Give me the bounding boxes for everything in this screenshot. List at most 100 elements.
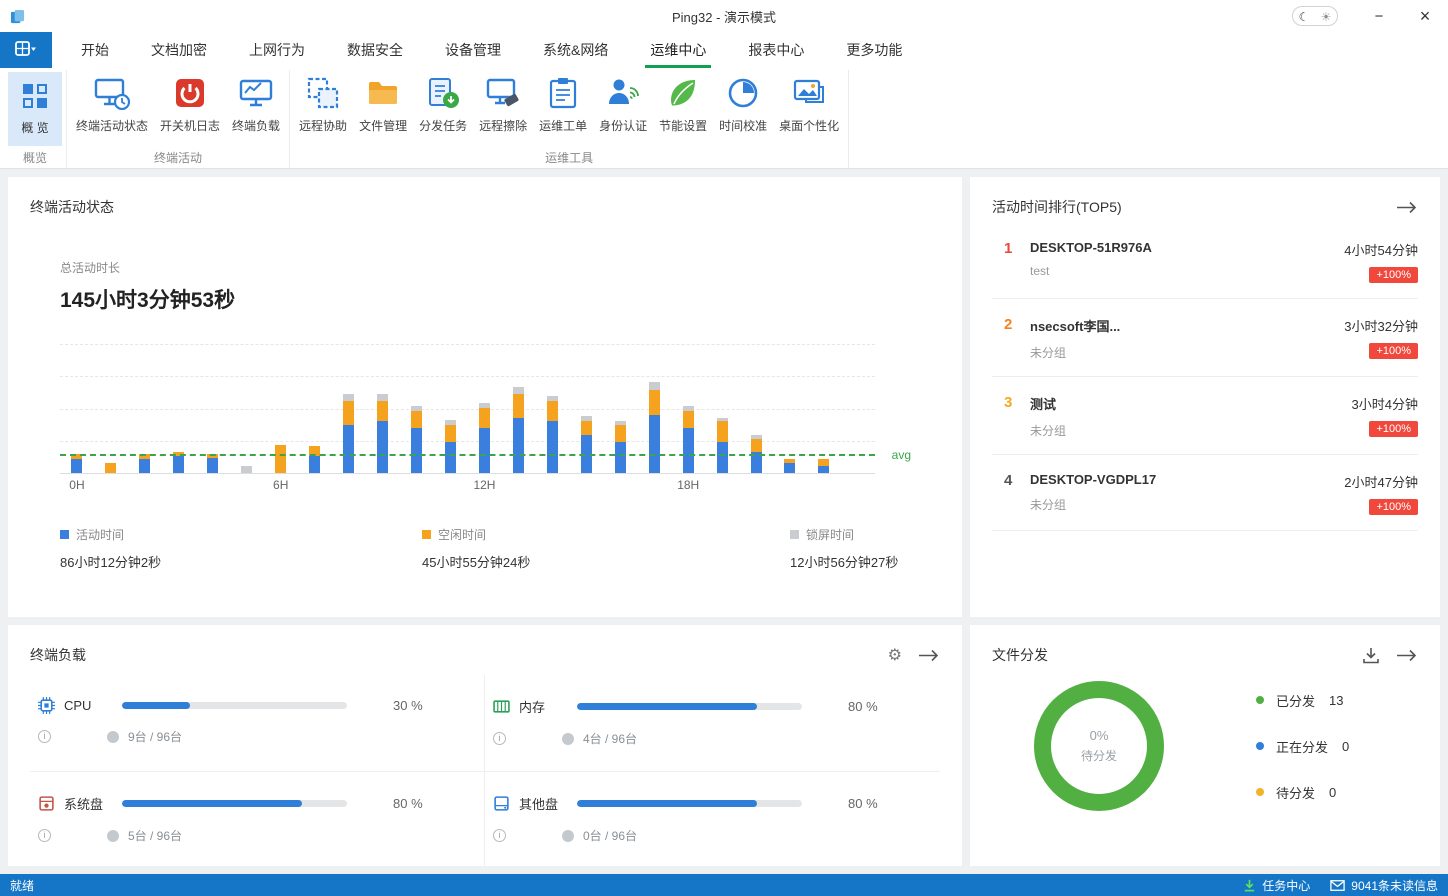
legend-idle: 空闲时间 45小时55分钟24秒: [422, 526, 790, 571]
activity-stacked-bar-chart: avg: [60, 344, 875, 474]
legend-active: 活动时间 86小时12分钟2秒: [60, 526, 422, 571]
remote-assist-button[interactable]: 远程协助: [293, 70, 353, 134]
donut-label: 待分发: [1081, 747, 1117, 764]
energy-saving-button[interactable]: 节能设置: [653, 70, 713, 134]
terminal-name: nsecsoft李国...: [1030, 319, 1120, 334]
change-badge: +100%: [1369, 499, 1418, 515]
rank-number: 2: [1004, 316, 1030, 333]
theme-toggle[interactable]: [1292, 6, 1338, 26]
load-more-arrow-icon[interactable]: [918, 649, 940, 662]
group-label-overview: 概览: [7, 148, 63, 168]
sun-icon[interactable]: [1321, 9, 1332, 24]
ribbon-tabs: 开始 文档加密 上网行为 数据安全 设备管理 系统&网络 运维中心 报表中心 更…: [60, 32, 923, 68]
rank-number: 1: [1004, 240, 1030, 257]
total-activity-value: 145小时3分钟53秒: [60, 284, 962, 314]
settings-gear-icon[interactable]: ⚙: [888, 645, 902, 665]
distribution-body: 0% 待分发 已分发 13 正在分发 0 待分发 0: [970, 671, 1440, 811]
ranking-item[interactable]: 4 DESKTOP-VGDPL17未分组 2小时47分钟+100%: [992, 455, 1418, 531]
work-order-button[interactable]: 运维工单: [533, 70, 593, 134]
legend-lock-swatch: [790, 530, 799, 539]
terminal-group: 未分组: [1030, 496, 1344, 513]
system-disk-percent: 80 %: [393, 796, 423, 811]
load-metric-memory: 内存 80 % 4台 / 96台: [485, 675, 940, 771]
folder-icon: [366, 76, 400, 110]
identity-auth-button[interactable]: 身份认证: [593, 70, 653, 134]
ranking-panel-title: 活动时间排行(TOP5): [992, 197, 1380, 217]
power-log-button[interactable]: 开关机日志: [154, 70, 226, 134]
tab-ops-center[interactable]: 运维中心: [629, 32, 727, 68]
info-icon[interactable]: [493, 829, 506, 842]
download-icon[interactable]: [1362, 647, 1380, 664]
device-count-icon: [107, 830, 119, 842]
change-badge: +100%: [1369, 421, 1418, 437]
cpu-percent: 30 %: [393, 698, 423, 713]
distribute-task-button[interactable]: 分发任务: [413, 70, 473, 134]
ribbon-group-ops-tools: 远程协助 文件管理 分发任务 远程擦除 运维工单 身份认证: [290, 70, 849, 168]
activity-time: 3小时4分钟: [1352, 397, 1418, 412]
distribution-legend: 已分发 13 正在分发 0 待分发 0: [1256, 691, 1349, 802]
tab-data-security[interactable]: 数据安全: [326, 32, 424, 68]
tab-start[interactable]: 开始: [60, 32, 130, 68]
ranking-item[interactable]: 3 测试未分组 3小时4分钟+100%: [992, 377, 1418, 455]
ranking-item[interactable]: 1 DESKTOP-51R976Atest 4小时54分钟+100%: [992, 223, 1418, 299]
distributing-dot-icon: [1256, 742, 1264, 750]
moon-icon[interactable]: [1299, 9, 1310, 24]
close-button[interactable]: [1402, 0, 1448, 32]
app-menu-button[interactable]: [0, 32, 52, 68]
clock-pie-icon: [726, 76, 760, 110]
app-logo-icon: [10, 9, 25, 24]
ranking-more-arrow-icon[interactable]: [1396, 201, 1418, 214]
device-count-icon: [107, 731, 119, 743]
tab-system-network[interactable]: 系统&网络: [522, 32, 629, 68]
leaf-icon: [666, 76, 700, 110]
unread-messages[interactable]: 9041条未读信息: [1330, 877, 1438, 894]
remote-wipe-button[interactable]: 远程擦除: [473, 70, 533, 134]
distributed-count: 13: [1329, 693, 1343, 708]
ribbon-group-overview: 概 览 概览: [4, 70, 67, 168]
distribution-more-arrow-icon[interactable]: [1396, 649, 1418, 662]
power-icon: [173, 76, 207, 110]
window-title: Ping32 - 演示模式: [672, 7, 776, 26]
x-axis-ticks: 0H6H12H18H: [60, 474, 875, 492]
minimize-button[interactable]: [1356, 0, 1402, 32]
info-icon[interactable]: [38, 829, 51, 842]
activity-time: 3小时32分钟: [1344, 319, 1418, 334]
file-manager-button[interactable]: 文件管理: [353, 70, 413, 134]
info-icon[interactable]: [493, 732, 506, 745]
activity-time: 4小时54分钟: [1344, 243, 1418, 258]
time-calibration-button[interactable]: 时间校准: [713, 70, 773, 134]
info-icon[interactable]: [38, 730, 51, 743]
other-disk-icon: [493, 795, 511, 812]
group-label-ops-tools: 运维工具: [293, 148, 845, 168]
tab-more-features[interactable]: 更多功能: [825, 32, 923, 68]
load-metrics-grid: CPU 30 % 9台 / 96台 内存 80 %: [8, 671, 962, 866]
terminal-activity-status-button[interactable]: 终端活动状态: [70, 70, 154, 134]
tab-device-management[interactable]: 设备管理: [424, 32, 522, 68]
legend-pending: 待分发 0: [1256, 783, 1349, 802]
statusbar: 就绪 任务中心 9041条未读信息: [0, 874, 1448, 896]
average-line: avg: [60, 454, 875, 456]
legend-idle-value: 45小时55分钟24秒: [422, 552, 790, 571]
main-content: 终端活动状态 总活动时长 145小时3分钟53秒 avg 0H6H12H18H …: [0, 169, 1448, 874]
group-label-terminal-activity: 终端活动: [70, 148, 286, 168]
tab-report-center[interactable]: 报表中心: [727, 32, 825, 68]
cpu-progress-bar: [122, 702, 347, 709]
task-download-icon: [1243, 879, 1256, 892]
desktop-personalize-button[interactable]: 桌面个性化: [773, 70, 845, 134]
distributing-count: 0: [1342, 739, 1349, 754]
task-center-button[interactable]: 任务中心: [1243, 877, 1310, 894]
overview-button[interactable]: 概 览: [8, 72, 62, 146]
ranking-item[interactable]: 2 nsecsoft李国...未分组 3小时32分钟+100%: [992, 299, 1418, 377]
load-panel-title: 终端负载: [30, 645, 872, 665]
terminal-load-panel: 终端负载 ⚙ CPU 30 % 9台 / 96台: [8, 625, 962, 866]
task-distribute-icon: [426, 76, 460, 110]
pending-count: 0: [1329, 785, 1336, 800]
envelope-icon: [1330, 880, 1345, 891]
terminal-load-button[interactable]: 终端负载: [226, 70, 286, 134]
memory-progress-bar: [577, 703, 802, 710]
tab-doc-encryption[interactable]: 文档加密: [130, 32, 228, 68]
legend-lock: 锁屏时间 12小时56分钟27秒: [790, 526, 898, 571]
change-badge: +100%: [1369, 343, 1418, 359]
tab-web-behavior[interactable]: 上网行为: [228, 32, 326, 68]
ribbon: 概 览 概览 终端活动状态 开关机日志 终端负载 终端活动 远程协助: [0, 68, 1448, 169]
